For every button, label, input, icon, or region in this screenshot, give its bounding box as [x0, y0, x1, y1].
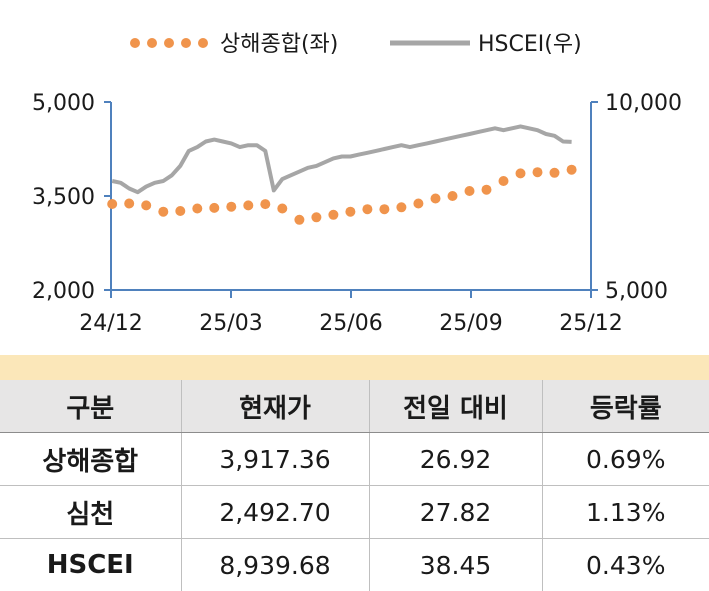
- divider-band: [0, 355, 709, 380]
- shanghai-data-point: [515, 168, 526, 179]
- shanghai-data-point: [396, 202, 407, 213]
- shanghai-data-point: [175, 206, 186, 216]
- row-change: 26.92: [368, 432, 542, 486]
- legend-swatch-dotted: [130, 38, 140, 48]
- header-current-price: 현재가: [180, 380, 369, 433]
- shanghai-data-point: [260, 199, 271, 210]
- shanghai-data-point: [192, 203, 203, 214]
- index-quote-table: 구분 현재가 전일 대비 등락률 상해종합 3,917.36 26.92 0.6…: [0, 380, 709, 591]
- header-category: 구분: [0, 380, 181, 433]
- row-price: 8,939.68: [180, 538, 369, 591]
- table-row: 상해종합 3,917.36 26.92 0.69%: [0, 432, 709, 486]
- row-name: 심천: [0, 485, 181, 539]
- x-tick-label: 25/12: [559, 311, 622, 336]
- shanghai-data-point: [532, 167, 543, 178]
- hscei-series-line: [111, 124, 572, 195]
- left-tick-label: 2,000: [32, 279, 95, 304]
- shanghai-data-point: [566, 164, 577, 175]
- shanghai-data-point: [141, 200, 152, 211]
- row-price: 3,917.36: [180, 432, 369, 486]
- legend-swatch-dotted: [181, 38, 191, 48]
- table-row: 심천 2,492.70 27.82 1.13%: [0, 485, 709, 539]
- shanghai-data-point: [226, 201, 237, 212]
- table-row: HSCEI 8,939.68 38.45 0.43%: [0, 538, 709, 591]
- legend-label-hscei: HSCEI(우): [478, 32, 582, 57]
- table-header-row: 구분 현재가 전일 대비 등락률: [0, 380, 709, 433]
- shanghai-data-point: [481, 184, 492, 195]
- legend-swatch-dotted: [147, 38, 157, 48]
- row-name: HSCEI: [46, 550, 134, 580]
- x-tick-label: 25/03: [199, 311, 262, 336]
- shanghai-data-point: [277, 203, 288, 214]
- shanghai-data-point: [464, 186, 475, 196]
- shanghai-data-point: [430, 193, 441, 204]
- legend-swatch-dotted: [164, 38, 174, 48]
- shanghai-data-point: [379, 204, 390, 215]
- row-rate: 0.69%: [541, 432, 709, 486]
- shanghai-data-point: [549, 167, 560, 178]
- x-tick-label: 24/12: [79, 311, 142, 336]
- index-chart: 5,000 3,500 2,000 10,000 5,000 24/12 25/03 25/0…: [32, 32, 682, 336]
- x-tick-label: 25/09: [439, 311, 502, 336]
- shanghai-data-point: [345, 206, 356, 217]
- right-tick-label: 5,000: [605, 279, 668, 304]
- row-name: 상해종합: [0, 432, 181, 486]
- shanghai-data-point: [447, 191, 458, 201]
- left-tick-label: 3,500: [32, 185, 95, 210]
- shanghai-data-point: [362, 204, 373, 215]
- row-price: 2,492.70: [180, 485, 369, 539]
- x-tick-label: 25/06: [319, 311, 382, 336]
- shanghai-data-point: [209, 202, 220, 213]
- shanghai-data-point: [124, 198, 135, 209]
- legend-label-shanghai: 상해종합(좌): [220, 32, 338, 57]
- shanghai-data-point: [107, 199, 118, 209]
- row-rate: 0.43%: [541, 538, 709, 591]
- shanghai-data-point: [498, 176, 509, 186]
- left-tick-label: 5,000: [32, 91, 95, 116]
- right-tick-label: 10,000: [605, 91, 682, 116]
- shanghai-data-point: [328, 209, 339, 220]
- row-change: 38.45: [368, 538, 542, 591]
- header-change-rate: 등락률: [541, 380, 709, 433]
- chart-panel: 5,000 3,500 2,000 10,000 5,000 24/12 25/03 25/0…: [32, 32, 682, 336]
- header-change: 전일 대비: [368, 380, 542, 433]
- legend-swatch-dotted: [198, 38, 208, 48]
- shanghai-data-point: [311, 212, 322, 223]
- shanghai-data-point: [413, 198, 424, 209]
- shanghai-data-point: [158, 206, 169, 217]
- row-rate: 1.13%: [541, 485, 709, 539]
- shanghai-data-point: [243, 200, 254, 211]
- shanghai-data-point: [294, 214, 305, 225]
- row-change: 27.82: [368, 485, 542, 539]
